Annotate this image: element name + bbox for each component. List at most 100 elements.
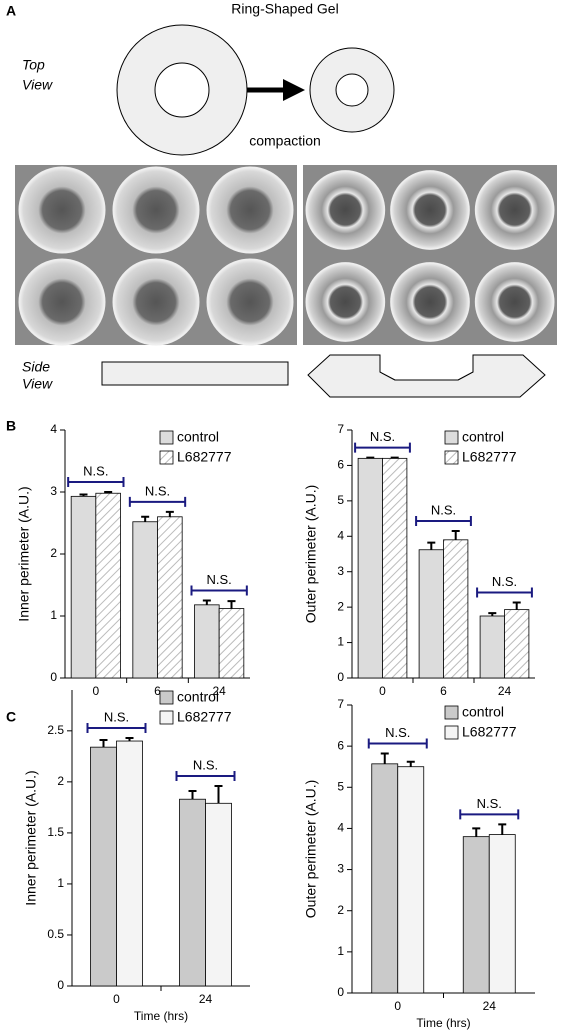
x-axis-label: Time (hrs) <box>416 1016 470 1030</box>
legend-swatch <box>444 430 459 445</box>
annotation: N.S. <box>370 429 395 444</box>
x-tick-label: 0 <box>394 999 401 1013</box>
y-axis-label: Inner perimeter (A.U.) <box>23 770 39 905</box>
annotation: N.S. <box>431 502 456 517</box>
side-view-label: View <box>22 376 53 392</box>
y-tick-label: 0 <box>50 670 57 684</box>
side-edge <box>379 355 474 381</box>
y-tick-label: 6 <box>337 738 344 752</box>
annotation: N.S. <box>385 725 410 740</box>
significance-bracket <box>190 585 248 596</box>
error-bar <box>104 491 113 494</box>
well <box>206 258 294 346</box>
y-tick-label: 2 <box>50 546 57 560</box>
well <box>18 166 106 254</box>
legend-label: control <box>177 689 219 705</box>
bar <box>397 766 425 994</box>
y-axis-label: Outer perimeter (A.U.) <box>303 780 319 918</box>
well <box>112 166 200 254</box>
wells <box>18 166 555 346</box>
error-bar <box>202 599 211 605</box>
bar <box>504 609 530 679</box>
y-tick-label: 0 <box>337 670 344 684</box>
bar <box>157 516 183 679</box>
top-view-label: Top <box>22 57 45 73</box>
error-bar <box>498 823 507 835</box>
well <box>18 258 106 346</box>
legend-swatch <box>159 450 174 465</box>
annotation: N.S. <box>104 709 129 724</box>
legend-swatch <box>444 450 459 465</box>
significance-bracket <box>86 722 147 733</box>
well <box>305 170 386 250</box>
bar <box>205 802 232 987</box>
well <box>206 166 294 254</box>
annotation: N.S. <box>492 574 517 589</box>
caption: compaction <box>249 133 321 149</box>
y-tick-label: 3 <box>337 862 344 876</box>
y-tick-label: 4 <box>337 528 344 542</box>
well <box>390 170 470 250</box>
legend-swatch <box>159 430 174 445</box>
y-tick-label: 1 <box>337 635 344 649</box>
legend-label: L682777 <box>462 449 517 465</box>
top-view-label: View <box>22 77 53 93</box>
x-tick-label: 24 <box>483 999 497 1013</box>
y-tick-label: 7 <box>337 697 344 711</box>
legend-label: control <box>462 704 504 720</box>
y-tick-label: 0 <box>57 978 64 992</box>
x-tick-label: 6 <box>154 684 161 698</box>
bar <box>132 521 158 679</box>
x-tick-label: 0 <box>92 684 99 698</box>
y-tick-label: 3 <box>337 564 344 578</box>
bar <box>95 492 121 679</box>
error-bar <box>512 601 521 610</box>
x-tick-label: 24 <box>498 684 512 698</box>
annotation: N.S. <box>207 572 232 587</box>
x-tick-label: 24 <box>212 684 226 698</box>
error-bar <box>188 790 197 800</box>
significance-bracket <box>128 496 187 507</box>
bar <box>371 763 399 994</box>
bar <box>488 834 516 994</box>
y-tick-label: 4 <box>337 821 344 835</box>
y-tick-label: 5 <box>337 779 344 793</box>
error-bar <box>125 736 134 742</box>
y-tick-label: 7 <box>337 422 344 436</box>
y-tick-label: 0.5 <box>47 927 64 941</box>
error-bar <box>141 515 150 522</box>
legend-swatch <box>444 725 459 740</box>
error-bar <box>451 529 460 540</box>
well <box>305 262 386 342</box>
panel-a: A Ring-Shaped Gel Top View compaction Si… <box>6 1 557 725</box>
ring-hole <box>154 62 210 118</box>
diagram-title: Ring-Shaped Gel <box>231 1 338 17</box>
y-tick-label: 2.5 <box>47 723 64 737</box>
error-bar <box>380 752 389 764</box>
y-tick-label: 3 <box>50 484 57 498</box>
error-bar <box>227 600 236 609</box>
legend-swatch <box>159 690 174 705</box>
error-bar <box>390 456 399 459</box>
y-tick-label: 5 <box>337 493 344 507</box>
bar <box>479 615 505 679</box>
significance-bracket <box>354 442 411 453</box>
legend-label: L682777 <box>462 724 517 740</box>
bar <box>179 798 206 987</box>
y-tick-label: 6 <box>337 458 344 472</box>
bar <box>443 539 469 679</box>
error-bar <box>427 541 436 550</box>
well <box>112 258 200 346</box>
y-tick-label: 2 <box>57 774 64 788</box>
side-view-label: Side <box>22 359 50 375</box>
y-tick-label: 4 <box>50 422 57 436</box>
y-tick-label: 2 <box>337 599 344 613</box>
annotation: N.S. <box>145 483 170 498</box>
x-axis-label: Time (hrs) <box>134 1009 188 1023</box>
annotation: N.S. <box>83 463 108 478</box>
x-tick-label: 0 <box>379 684 386 698</box>
y-axis-label: Inner perimeter (A.U.) <box>16 486 32 621</box>
bar <box>418 549 444 679</box>
bar <box>382 457 408 679</box>
